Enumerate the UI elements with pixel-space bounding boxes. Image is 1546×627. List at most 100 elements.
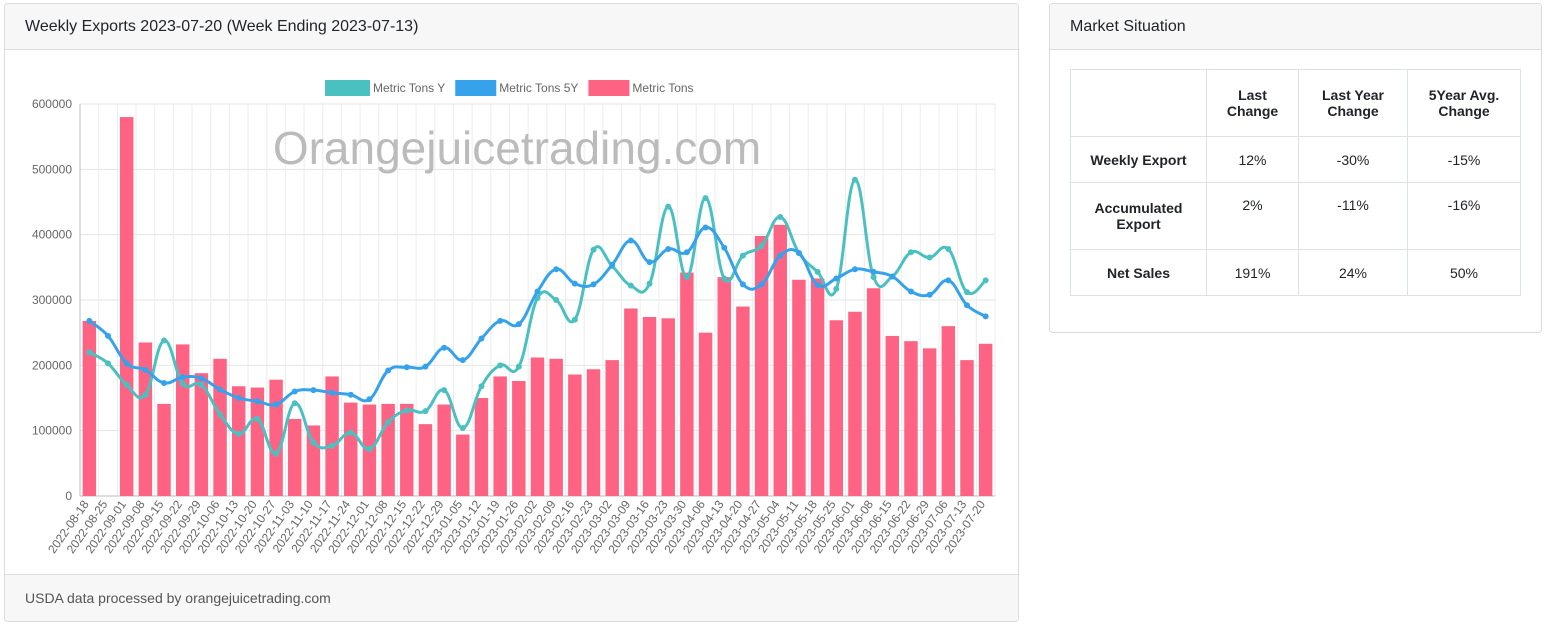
data-point bbox=[441, 387, 448, 394]
data-point bbox=[142, 391, 149, 398]
data-point bbox=[497, 362, 504, 369]
cell-value: -30% bbox=[1298, 136, 1408, 183]
data-point bbox=[739, 281, 746, 288]
bar bbox=[605, 360, 619, 496]
y-tick-label: 200000 bbox=[32, 358, 72, 372]
bar bbox=[773, 224, 787, 496]
market-situation-card: Market Situation Last Change Last Year C… bbox=[1049, 3, 1542, 333]
data-point bbox=[235, 430, 242, 437]
data-point bbox=[870, 274, 877, 281]
bar bbox=[325, 376, 339, 496]
data-point bbox=[926, 254, 933, 261]
data-point bbox=[590, 281, 597, 288]
data-point bbox=[627, 237, 634, 244]
table-row: Weekly Export 12% -30% -15% bbox=[1070, 136, 1521, 183]
data-point bbox=[851, 176, 858, 183]
data-point bbox=[945, 277, 952, 284]
bar bbox=[866, 288, 881, 496]
cell-value: 12% bbox=[1206, 136, 1299, 183]
legend-label: Metric Tons bbox=[632, 81, 693, 95]
data-point bbox=[683, 249, 690, 256]
bar bbox=[456, 434, 470, 496]
data-point bbox=[534, 288, 541, 295]
data-point bbox=[683, 274, 690, 281]
exports-chart: 0100000200000300000400000500000600000202… bbox=[32, 80, 996, 556]
data-point bbox=[273, 450, 280, 457]
data-point bbox=[329, 389, 336, 396]
data-point bbox=[86, 349, 93, 356]
data-point bbox=[907, 288, 914, 295]
y-tick-label: 400000 bbox=[32, 228, 72, 242]
bar bbox=[922, 348, 937, 496]
data-point bbox=[814, 281, 821, 288]
bar bbox=[698, 332, 713, 496]
data-point bbox=[142, 366, 149, 373]
bar bbox=[568, 374, 582, 496]
data-point bbox=[291, 388, 298, 395]
bar bbox=[904, 341, 918, 496]
table-row: Accumulated Export 2% -11% -16% bbox=[1070, 182, 1521, 250]
data-point bbox=[459, 357, 466, 364]
data-point bbox=[851, 266, 858, 273]
bar bbox=[848, 311, 862, 496]
data-point bbox=[945, 246, 952, 253]
data-point bbox=[441, 344, 448, 351]
y-tick-label: 600000 bbox=[32, 97, 72, 111]
y-tick-label: 0 bbox=[65, 489, 72, 503]
y-tick-label: 300000 bbox=[32, 293, 72, 307]
data-point bbox=[217, 411, 224, 418]
bar bbox=[624, 308, 638, 496]
data-point bbox=[777, 214, 784, 221]
data-point bbox=[217, 386, 224, 393]
header-empty bbox=[1070, 69, 1207, 137]
header-last-change: Last Change bbox=[1206, 69, 1299, 137]
bar bbox=[549, 358, 563, 496]
bar bbox=[960, 360, 974, 496]
data-point bbox=[721, 244, 728, 251]
y-tick-label: 500000 bbox=[32, 162, 72, 176]
data-point bbox=[105, 360, 112, 367]
data-point bbox=[291, 400, 298, 407]
chart-card-title: Weekly Exports 2023-07-20 (Week Ending 2… bbox=[5, 4, 1018, 50]
chart-card-footer: USDA data processed by orangejuicetradin… bbox=[5, 574, 1018, 621]
data-point bbox=[478, 335, 485, 342]
y-tick-label: 100000 bbox=[32, 424, 72, 438]
bar bbox=[232, 386, 246, 496]
cell-value: -11% bbox=[1298, 182, 1408, 250]
bar bbox=[978, 343, 993, 496]
market-card-title: Market Situation bbox=[1050, 4, 1541, 50]
cell-value: 24% bbox=[1298, 249, 1408, 296]
bar bbox=[885, 335, 900, 496]
data-point bbox=[553, 297, 560, 303]
data-point bbox=[254, 415, 261, 422]
data-point bbox=[403, 364, 410, 371]
data-point bbox=[310, 387, 317, 394]
legend-swatch bbox=[455, 80, 497, 96]
cell-value: 2% bbox=[1206, 182, 1299, 250]
bar bbox=[474, 398, 489, 496]
bar bbox=[586, 369, 601, 496]
watermark-text: Orangejuicetrading.com bbox=[273, 122, 761, 174]
data-point bbox=[758, 242, 765, 249]
data-point bbox=[422, 363, 429, 370]
bar bbox=[437, 404, 451, 496]
legend-label: Metric Tons 5Y bbox=[499, 81, 578, 95]
cell-value: 50% bbox=[1407, 249, 1521, 296]
data-point bbox=[963, 302, 970, 309]
bar-series bbox=[82, 117, 993, 497]
header-5year-avg-change: 5Year Avg. Change bbox=[1407, 69, 1521, 137]
data-point bbox=[646, 280, 653, 287]
data-point bbox=[161, 337, 168, 344]
data-point bbox=[590, 246, 597, 253]
data-point bbox=[907, 249, 914, 256]
bar bbox=[175, 344, 190, 496]
data-point bbox=[963, 289, 970, 296]
bar bbox=[941, 326, 956, 496]
data-point bbox=[198, 381, 205, 388]
chart-legend: Metric Tons Y Metric Tons 5Y Metric Tons bbox=[325, 80, 694, 96]
data-point bbox=[366, 445, 373, 452]
data-point bbox=[758, 281, 765, 288]
data-point bbox=[665, 246, 672, 253]
bar bbox=[530, 357, 545, 496]
data-point bbox=[179, 380, 186, 387]
